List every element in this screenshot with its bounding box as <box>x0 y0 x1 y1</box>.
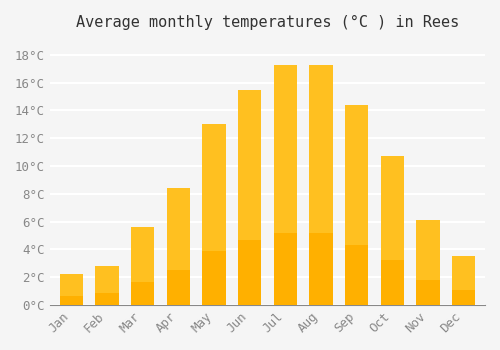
Bar <box>96 293 118 305</box>
Bar <box>202 251 226 305</box>
Bar <box>416 280 440 305</box>
Bar <box>452 290 475 305</box>
Bar <box>274 233 297 305</box>
Bar <box>60 274 83 305</box>
Bar <box>60 296 83 305</box>
Bar <box>345 245 368 305</box>
Title: Average monthly temperatures (°C ) in Rees: Average monthly temperatures (°C ) in Re… <box>76 15 459 30</box>
Bar <box>452 257 475 305</box>
Bar <box>416 220 440 305</box>
Bar <box>238 90 261 305</box>
Bar <box>166 188 190 305</box>
Bar <box>166 270 190 305</box>
Bar <box>202 124 226 305</box>
Bar <box>310 233 332 305</box>
Bar <box>96 266 118 305</box>
Bar <box>380 156 404 305</box>
Bar <box>131 227 154 305</box>
Bar <box>274 64 297 305</box>
Bar <box>238 240 261 305</box>
Bar <box>380 260 404 305</box>
Bar <box>310 64 332 305</box>
Bar <box>131 282 154 305</box>
Bar <box>345 105 368 305</box>
